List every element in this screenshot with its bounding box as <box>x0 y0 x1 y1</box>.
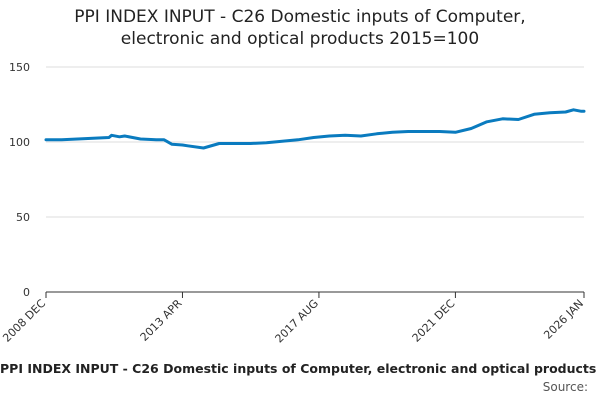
y-tick-label: 100 <box>9 136 30 149</box>
x-tick-label: 2021 DEC <box>410 297 458 345</box>
legend: PPI INDEX INPUT - C26 Domestic inputs of… <box>0 361 600 379</box>
x-tick-label: 2017 AUG <box>273 297 322 346</box>
y-tick-label: 150 <box>9 61 30 74</box>
chart-title-line-2: electronic and optical products 2015=100 <box>120 29 480 49</box>
chart-title: PPI INDEX INPUT - C26 Domestic inputs of… <box>0 6 600 50</box>
series-line <box>44 108 586 150</box>
x-tick-label: 2026 JAN <box>541 297 586 342</box>
x-tick-label: 2013 APR <box>138 297 185 344</box>
y-tick-label: 0 <box>23 286 30 299</box>
chart-title-line-1: PPI INDEX INPUT - C26 Domestic inputs of… <box>74 7 526 27</box>
y-tick-label: 50 <box>16 211 30 224</box>
legend-series-label: PPI INDEX INPUT - C26 Domestic inputs of… <box>0 361 600 376</box>
x-tick-label: 2008 DEC <box>0 297 48 345</box>
source-label: Source: <box>542 380 588 394</box>
